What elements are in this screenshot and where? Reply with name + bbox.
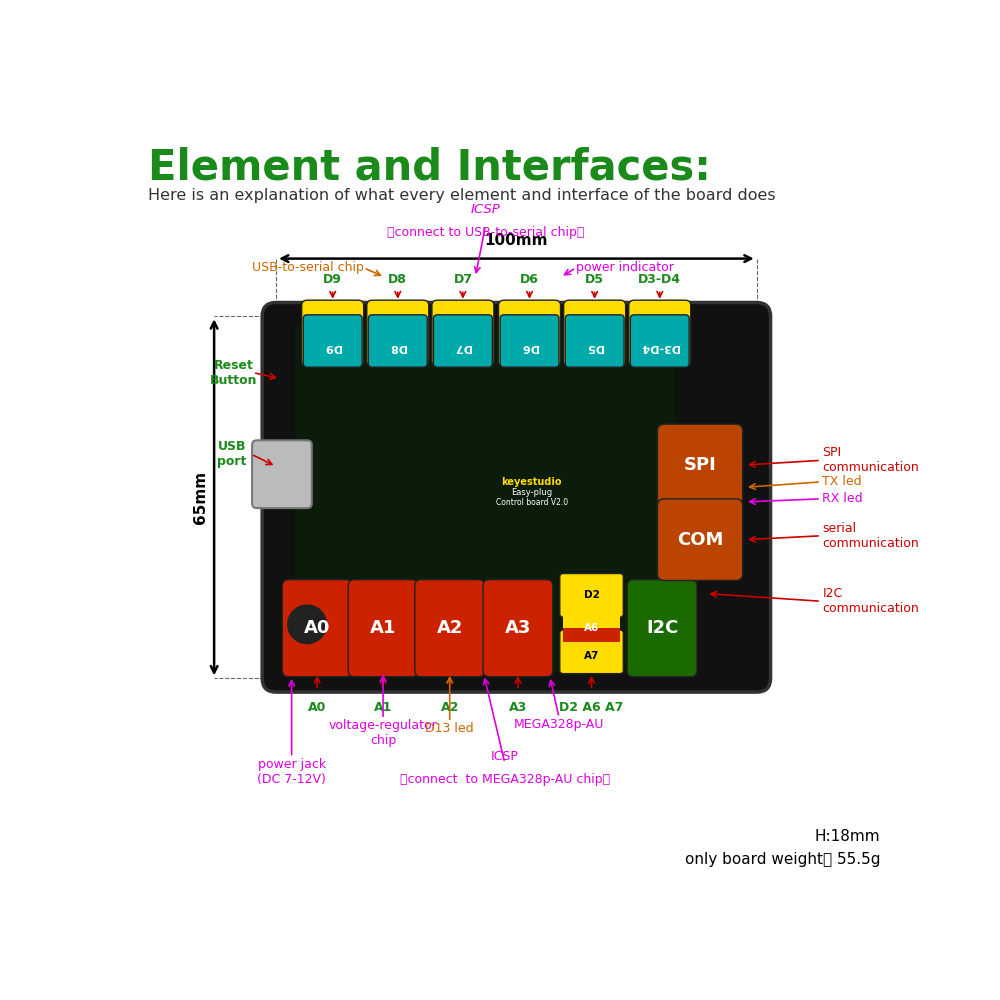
Text: D3-D4: D3-D4 [638,273,681,286]
Text: power jack
(DC 7-12V): power jack (DC 7-12V) [257,758,326,786]
Text: A3: A3 [505,619,531,637]
FancyBboxPatch shape [483,580,553,677]
Text: D2: D2 [584,590,599,600]
Text: D2 A6 A7: D2 A6 A7 [559,701,624,714]
Bar [563,628,620,642]
Circle shape [288,605,326,644]
FancyBboxPatch shape [252,440,312,508]
Text: I2C
communication: I2C communication [822,587,919,615]
Text: USB
port: USB port [217,440,247,468]
FancyBboxPatch shape [367,300,429,366]
FancyBboxPatch shape [348,580,418,677]
Text: D8: D8 [389,342,406,352]
Text: （connect to USB-to-serial chip）: （connect to USB-to-serial chip） [387,226,584,239]
FancyBboxPatch shape [296,324,675,671]
Text: voltage-regulator
chip: voltage-regulator chip [329,719,437,747]
FancyBboxPatch shape [282,580,352,677]
FancyBboxPatch shape [499,300,561,366]
Text: D6: D6 [521,342,538,352]
FancyBboxPatch shape [564,300,626,366]
Text: Element and Interfaces:: Element and Interfaces: [148,147,711,189]
Text: A1: A1 [374,701,392,714]
Text: TX led: TX led [822,475,862,488]
Text: D7: D7 [453,273,472,286]
FancyBboxPatch shape [657,424,743,506]
Text: D9: D9 [323,273,342,286]
Text: Reset
Button: Reset Button [210,359,257,387]
Text: power indicator: power indicator [576,261,674,274]
Text: 100mm: 100mm [485,233,548,248]
Text: A2: A2 [441,701,459,714]
FancyBboxPatch shape [303,315,362,367]
Text: USB-to-serial chip: USB-to-serial chip [252,261,364,274]
Text: only board weight： 55.5g: only board weight： 55.5g [685,852,881,867]
FancyBboxPatch shape [415,580,485,677]
Text: 65mm: 65mm [193,471,208,524]
Text: D5: D5 [586,342,603,352]
Text: SPI
communication: SPI communication [822,446,919,474]
FancyBboxPatch shape [560,574,623,617]
FancyBboxPatch shape [560,630,623,674]
FancyBboxPatch shape [630,315,689,367]
Text: A7: A7 [584,651,599,661]
FancyBboxPatch shape [629,300,691,366]
Text: H:18mm: H:18mm [815,829,881,844]
FancyBboxPatch shape [262,302,771,692]
Text: ICSP: ICSP [471,203,500,216]
Text: D13 led: D13 led [425,722,474,735]
FancyBboxPatch shape [433,315,492,367]
Text: SPI: SPI [684,456,716,474]
Text: Control board V2.0: Control board V2.0 [496,498,568,507]
Text: Easy-plug: Easy-plug [511,488,552,497]
Text: A0: A0 [304,619,330,637]
Text: A0: A0 [308,701,326,714]
Text: （connect  to MEGA328p-AU chip）: （connect to MEGA328p-AU chip） [400,773,610,786]
FancyBboxPatch shape [657,499,743,580]
Bar [563,613,620,642]
Text: D3-D4: D3-D4 [640,342,679,352]
Text: RX led: RX led [822,492,863,505]
Text: MEGA328p-AU: MEGA328p-AU [514,718,604,731]
Text: D6: D6 [520,273,539,286]
FancyBboxPatch shape [565,315,624,367]
Text: Here is an explanation of what every element and interface of the board does: Here is an explanation of what every ele… [148,188,776,203]
Text: ICSP: ICSP [491,750,519,763]
Text: serial
communication: serial communication [822,522,919,550]
FancyBboxPatch shape [627,580,697,677]
Text: D7: D7 [454,342,471,352]
FancyBboxPatch shape [368,315,427,367]
Text: D9: D9 [324,342,341,352]
Text: A6: A6 [584,623,599,633]
FancyBboxPatch shape [500,315,559,367]
Text: A2: A2 [437,619,463,637]
Text: A3: A3 [509,701,527,714]
Text: D8: D8 [388,273,407,286]
FancyBboxPatch shape [302,300,364,366]
Text: D5: D5 [585,273,604,286]
Text: keyestudio: keyestudio [502,477,562,487]
Text: A1: A1 [370,619,396,637]
Text: COM: COM [677,531,723,549]
FancyBboxPatch shape [432,300,494,366]
Text: I2C: I2C [646,619,678,637]
